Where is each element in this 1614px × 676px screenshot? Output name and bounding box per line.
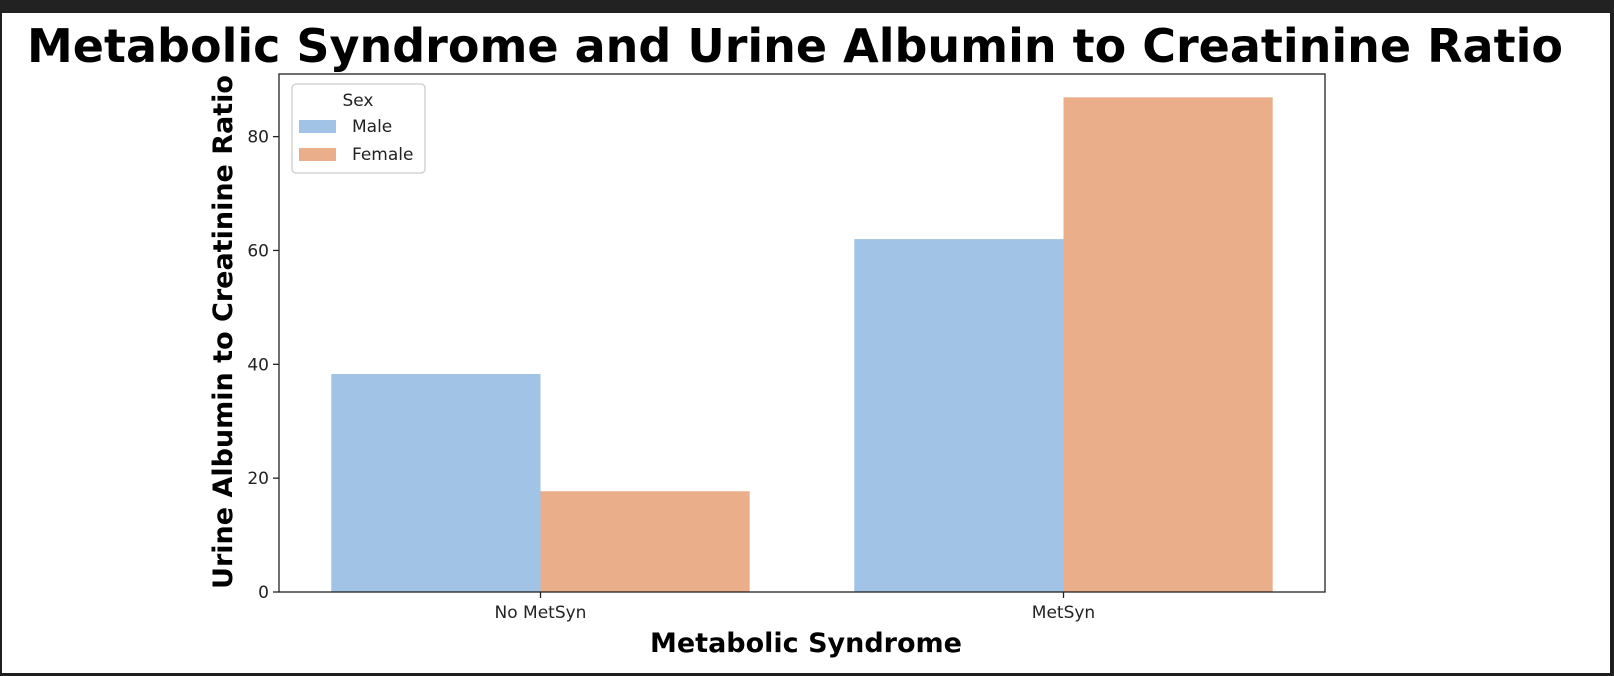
- legend-title: Sex: [342, 91, 373, 111]
- y-tick-label: 20: [247, 469, 269, 489]
- y-axis-ticks: 0 20 40 60 80: [247, 128, 279, 603]
- x-tick-label: MetSyn: [1032, 603, 1095, 623]
- legend: Sex Male Female: [291, 83, 426, 174]
- figure-background: [0, 13, 1614, 676]
- bar-male-no-metsyn: [331, 373, 541, 592]
- plot-area-frame: [278, 73, 1326, 593]
- bar-male-metsyn: [854, 239, 1064, 593]
- x-axis-label: Metabolic Syndrome: [650, 628, 962, 659]
- bar-female-metsyn: [1063, 97, 1273, 592]
- legend-label-male: Male: [352, 117, 392, 137]
- y-tick-label: 60: [247, 241, 269, 261]
- chart-title: Metabolic Syndrome and Urine Albumin to …: [27, 19, 1563, 73]
- x-tick-label: No MetSyn: [495, 603, 587, 623]
- legend-swatch-female: [299, 148, 336, 161]
- legend-label-female: Female: [352, 145, 413, 165]
- bar-female-no-metsyn: [540, 491, 750, 592]
- frame-border: [0, 13, 2, 676]
- x-axis-ticks: No MetSyn MetSyn: [495, 592, 1095, 623]
- y-tick-label: 0: [258, 583, 269, 603]
- y-tick-label: 40: [247, 355, 269, 375]
- bars-group: [331, 97, 1273, 593]
- frame-border: [1610, 13, 1614, 676]
- frame-border: [0, 673, 1614, 676]
- y-tick-label: 80: [247, 128, 269, 148]
- y-axis-label: Urine Albumin to Creatinine Ratio: [208, 75, 239, 589]
- legend-swatch-male: [299, 120, 336, 133]
